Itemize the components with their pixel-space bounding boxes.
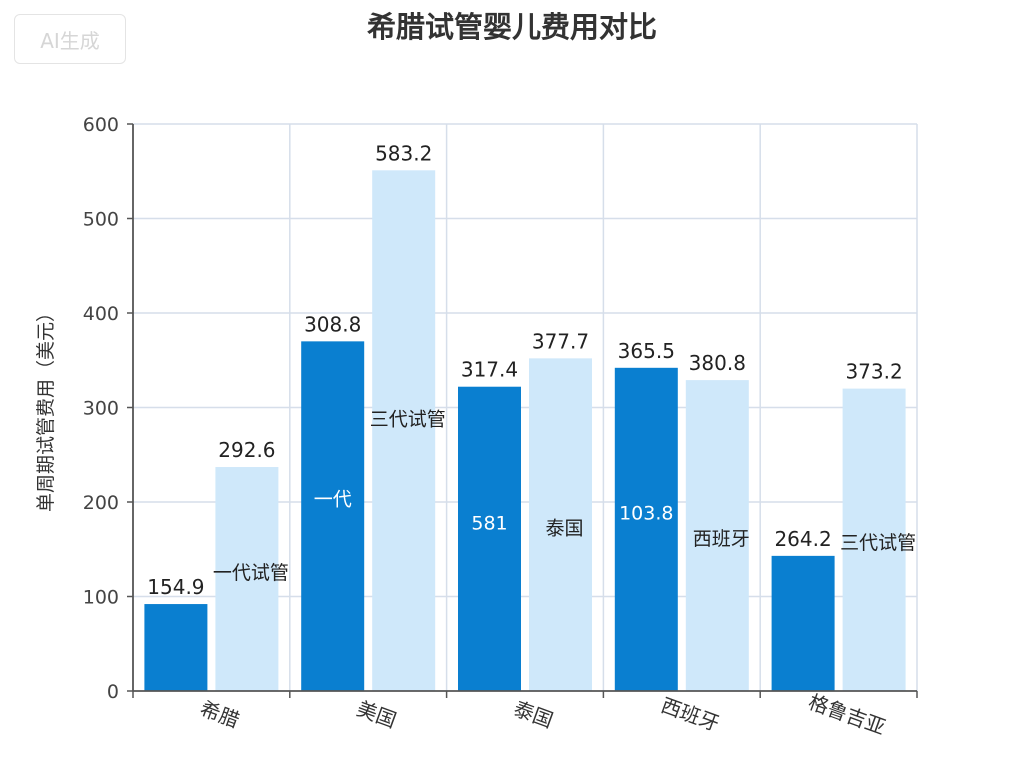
grid-layer [133,123,918,691]
data-label: 154.9 [147,575,204,599]
x-tick-label: 西班牙 [658,693,723,736]
x-tick-label: 美国 [354,696,400,732]
data-label: 365.5 [618,339,675,363]
bar-inner-label: 103.8 [619,503,673,525]
data-label: 292.6 [218,438,275,462]
bar-series-1 [458,386,521,691]
data-label: 308.8 [304,312,361,336]
bar-inner-label: 一代试管 [213,562,289,584]
data-label: 264.2 [774,527,831,551]
bar-series-1 [144,604,208,691]
bar-series-1 [301,341,365,691]
y-tick-label: 100 [83,587,119,609]
data-label: 317.4 [461,358,518,382]
bar-layer [144,170,906,691]
x-tick-label: 格鲁吉亚 [805,689,888,739]
bar-series-2 [372,170,436,691]
bar-series-2 [529,358,592,691]
x-tick-label: 希腊 [197,696,243,732]
data-label: 583.2 [375,141,432,165]
bar-series-2 [685,380,749,691]
y-tick-label: 300 [83,398,119,420]
data-label: 377.7 [532,329,589,353]
data-label: 373.2 [845,360,902,384]
data-label: 380.8 [689,351,746,375]
bar-series-1 [771,555,835,691]
y-tick-label: 400 [83,303,119,325]
y-axis-title: 单周期试管费用（美元） [35,303,57,512]
bar-inner-label: 一代 [314,489,352,511]
chart-title: 希腊试管婴儿费用对比 [366,10,657,44]
bar-series-2 [215,467,279,691]
bar-inner-label: 三代试管 [370,408,446,430]
y-tick-label: 600 [83,114,119,136]
y-tick-label: 0 [107,681,119,703]
bar-inner-label: 581 [471,513,507,535]
x-tick-label: 泰国 [510,696,556,732]
ai-generated-badge: AI生成 [14,14,126,64]
bar-inner-label: 泰国 [545,518,583,540]
bar-inner-label: 三代试管 [840,532,916,554]
label-layer: 154.9292.6一代试管308.8583.2一代三代试管317.4377.7… [147,141,916,599]
bar-series-1 [614,367,678,691]
bar-series-2 [842,388,906,691]
y-tick-label: 200 [83,492,119,514]
y-tick-label: 500 [83,209,119,231]
bar-inner-label: 西班牙 [693,528,750,550]
